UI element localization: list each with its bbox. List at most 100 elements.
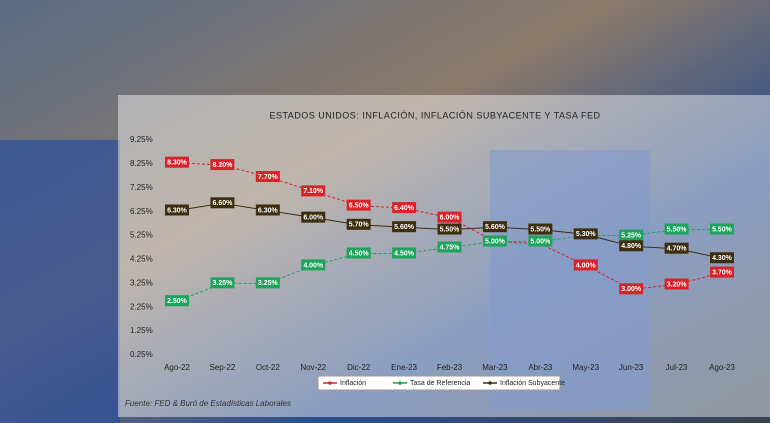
data-label-box (346, 247, 371, 259)
data-label-box (210, 159, 235, 171)
legend-box (317, 375, 561, 391)
data-label-box (664, 242, 689, 254)
data-label-box (392, 202, 417, 214)
data-label: 4.50% (394, 250, 415, 257)
data-label: 5.00% (530, 238, 551, 245)
data-label-box (437, 223, 462, 235)
legend-label: Inflación (340, 380, 366, 387)
data-label: 4.80% (621, 243, 642, 250)
y-tick-label: 5.25% (130, 231, 153, 240)
x-tick-label: Mar-23 (482, 363, 508, 372)
chart-title: ESTADOS UNIDOS: INFLACIÓN, INFLACIÓN SUB… (269, 110, 600, 120)
data-label-box (210, 277, 235, 289)
data-label-box (437, 241, 462, 253)
data-label-box (573, 259, 598, 271)
data-label-box (482, 235, 507, 247)
legend-label: Inflación Subyacente (500, 380, 565, 387)
data-label-box (528, 223, 553, 235)
data-label: 8.30% (167, 160, 188, 167)
data-label: 8.20% (212, 162, 233, 169)
data-label-box (437, 211, 462, 223)
data-label: 5.60% (485, 224, 506, 231)
x-tick-label: Feb-23 (437, 363, 463, 372)
data-label-box (619, 283, 644, 295)
data-label: 5.50% (667, 226, 688, 233)
data-label-box (392, 221, 417, 233)
y-tick-label: 9.25% (130, 135, 153, 144)
data-label-box (301, 259, 326, 271)
data-label-box (165, 204, 189, 216)
data-label-box (255, 204, 280, 216)
x-tick-label: Abr-23 (528, 363, 553, 372)
data-label: 4.00% (576, 262, 597, 269)
data-label-box (255, 171, 280, 183)
data-label: 6.30% (167, 207, 188, 214)
data-label: 2.50% (167, 298, 188, 305)
data-label: 4.50% (349, 250, 370, 257)
data-label-box (301, 211, 326, 223)
data-label: 3.20% (667, 281, 688, 288)
y-tick-label: 0.25% (130, 350, 153, 359)
data-label: 6.00% (440, 214, 461, 221)
data-label-box (165, 295, 189, 307)
data-label: 3.00% (621, 286, 642, 293)
data-label-box (710, 223, 734, 235)
data-label: 5.50% (712, 226, 733, 233)
data-label: 5.00% (485, 238, 506, 245)
x-tick-label: May-23 (572, 363, 599, 372)
x-tick-label: Oct-22 (256, 363, 281, 372)
data-label-box (392, 247, 417, 259)
y-tick-label: 4.25% (130, 255, 153, 264)
data-label: 4.00% (303, 262, 324, 269)
data-label: 6.50% (349, 203, 370, 210)
data-label: 3.70% (712, 269, 733, 276)
y-tick-label: 1.25% (130, 326, 153, 335)
data-label: 3.25% (258, 280, 279, 287)
data-label: 4.30% (712, 255, 733, 262)
data-label: 5.50% (530, 226, 551, 233)
data-label: 5.70% (349, 222, 370, 229)
data-label: 5.30% (576, 231, 597, 238)
legend-swatch (398, 381, 402, 385)
x-tick-label: Ago-22 (164, 363, 190, 372)
x-tick-label: Nov-22 (300, 363, 326, 372)
data-label: 3.25% (212, 280, 233, 287)
data-label: 7.70% (258, 174, 279, 181)
y-tick-label: 7.25% (130, 183, 153, 192)
data-label-box (301, 185, 326, 197)
data-label: 6.40% (394, 205, 415, 212)
data-label-box (482, 221, 507, 233)
data-label: 4.70% (667, 246, 688, 253)
x-tick-label: Jul-23 (666, 363, 688, 372)
x-tick-label: Ago-23 (709, 363, 735, 372)
data-label-box (664, 223, 689, 235)
photo-shape (490, 150, 650, 410)
data-label: 6.60% (212, 200, 233, 207)
legend-swatch (488, 381, 492, 385)
data-label: 5.25% (621, 232, 642, 239)
data-label: 4.75% (440, 244, 461, 251)
data-label-box (619, 240, 644, 252)
data-label-box (255, 277, 280, 289)
data-label-box (210, 197, 235, 209)
y-tick-label: 8.25% (130, 159, 153, 168)
data-label: 5.60% (394, 224, 415, 231)
data-label-box (528, 235, 553, 247)
photo-shape (0, 140, 120, 423)
x-tick-label: Jun-23 (619, 363, 644, 372)
data-label-box (710, 266, 734, 278)
data-label: 7.10% (303, 188, 324, 195)
data-label-box (346, 218, 371, 230)
data-label-box (710, 252, 734, 264)
y-tick-label: 2.25% (130, 302, 153, 311)
data-label-box (619, 229, 644, 241)
x-tick-label: Dic-22 (347, 363, 371, 372)
y-tick-label: 6.25% (130, 207, 153, 216)
data-label-box (664, 278, 689, 290)
x-tick-label: Ene-23 (391, 363, 417, 372)
x-tick-label: Sep-22 (210, 363, 236, 372)
data-label-box (346, 199, 371, 211)
source: Fuente: FED & Buró de Estadísticas Labor… (125, 399, 291, 408)
data-label: 6.30% (258, 207, 279, 214)
